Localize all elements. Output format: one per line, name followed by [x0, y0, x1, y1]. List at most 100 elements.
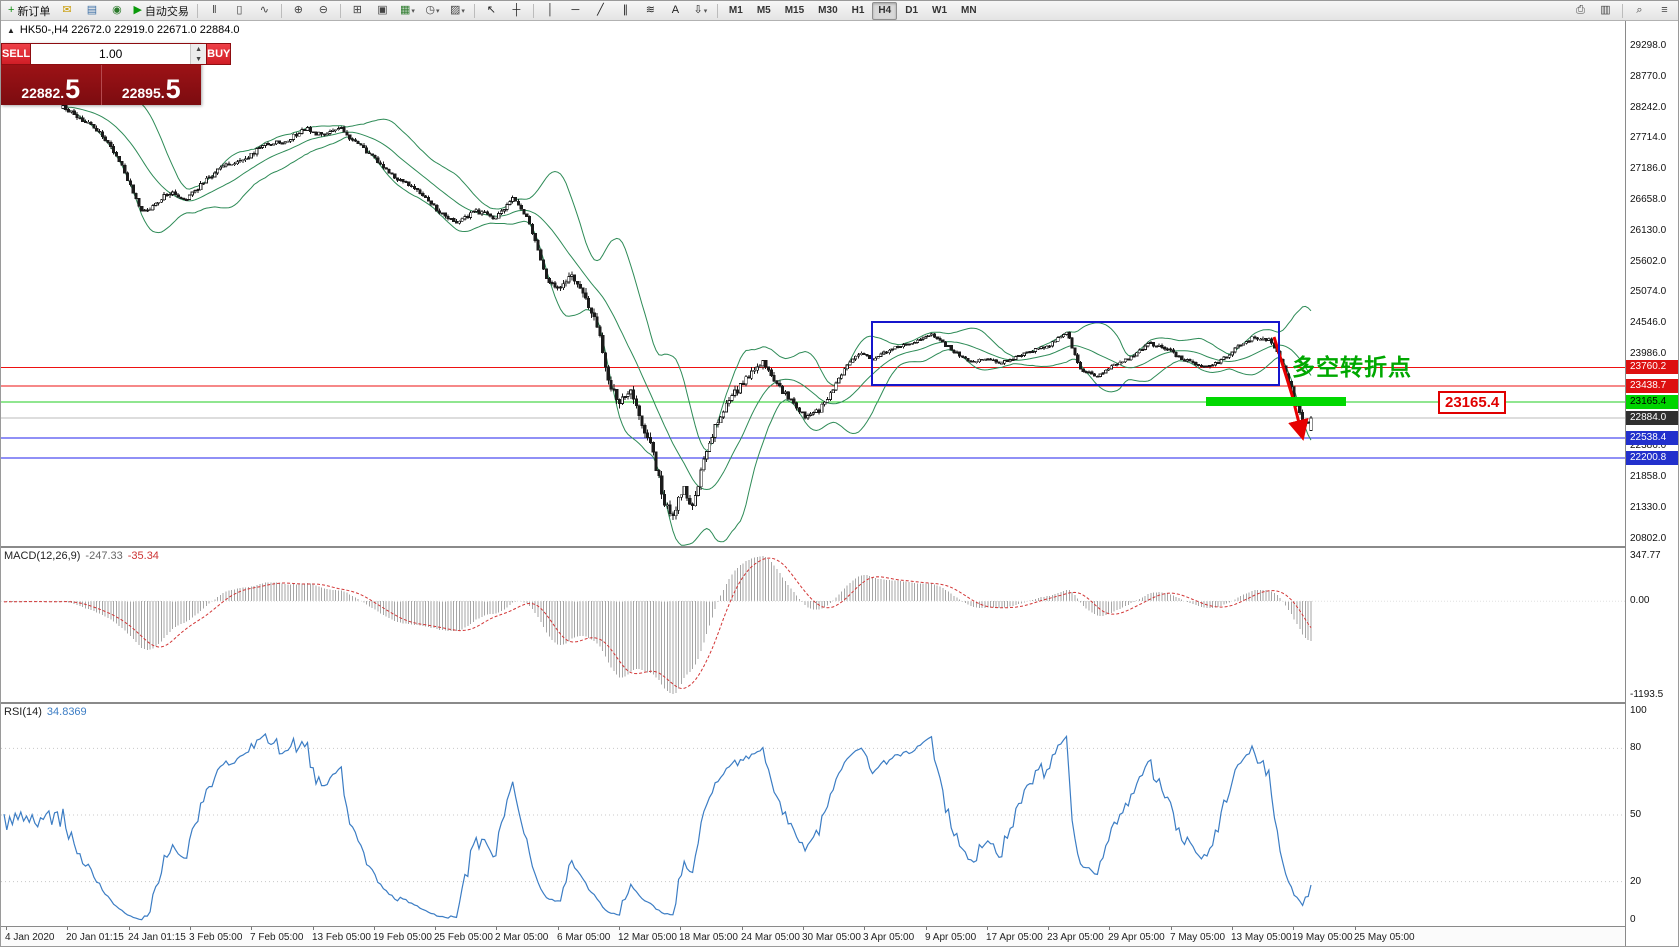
text-label-icon: A	[671, 4, 680, 16]
timeframe-h4-button[interactable]: H4	[872, 1, 898, 20]
timeframe-m5-button[interactable]: M5	[756, 4, 771, 16]
time-label: 3 Apr 05:00	[863, 932, 915, 943]
auto-arrange-button[interactable]: ▣	[371, 1, 394, 20]
zoom-out-button[interactable]: ⊖	[312, 1, 335, 20]
price-tick: 21858.0	[1630, 471, 1667, 482]
menu-button[interactable]: ≡	[1653, 1, 1676, 20]
volume-decrease-button[interactable]: ▼	[191, 54, 207, 64]
time-axis[interactable]: 4 Jan 2020 20 Jan 01:15 24 Jan 01:15 3 Feb …	[1, 927, 1625, 946]
time-label: 13 Feb 05:00	[312, 932, 371, 943]
buy-price[interactable]: 22895. 5	[100, 65, 202, 105]
buy-button[interactable]: BUY	[206, 43, 232, 65]
level-price-label: 22538.4	[1626, 431, 1678, 445]
vertical-line-button[interactable]: │	[539, 1, 562, 20]
timeframe-m15-button[interactable]: M15	[784, 4, 805, 16]
templates-button[interactable]: ▨ ▾	[446, 1, 469, 20]
level-price-label: 23438.7	[1626, 379, 1678, 393]
toolbar-separator	[280, 3, 282, 18]
support-highlight-bar[interactable]	[1206, 397, 1346, 406]
time-tick	[373, 927, 375, 930]
one-click-trading-panel: SELL ▲ ▼ BUY 22882.5 22895.5	[1, 43, 232, 105]
line-chart-button[interactable]: ∿	[253, 1, 276, 20]
time-tick	[1170, 927, 1172, 930]
price-callout-label[interactable]: 23165.4	[1438, 391, 1507, 414]
chart-window[interactable]: ▲ HK50-,H4 22672.0 22919.0 22671.0 22884…	[1, 21, 1625, 548]
print-button[interactable]: ⎙	[1569, 1, 1592, 20]
new-order-label: 新订单	[17, 5, 51, 18]
time-label: 29 Apr 05:00	[1108, 932, 1165, 943]
timeframe-w1-button[interactable]: W1	[932, 4, 948, 16]
new-chart-button[interactable]: ▦ ▾	[396, 1, 419, 20]
new-chart-icon: ▦	[399, 4, 411, 16]
sell-price-main: 22882.	[21, 85, 65, 101]
print-preview-icon: ▥	[1600, 4, 1611, 16]
timeframe-mn-button[interactable]: MN	[961, 4, 977, 16]
tile-windows-button[interactable]: ⊞	[346, 1, 369, 20]
cursor-button[interactable]: ↖	[480, 1, 503, 20]
level-price-label: 22200.8	[1626, 451, 1678, 465]
market-watch-icon: ▤	[86, 4, 98, 16]
periodicity-button[interactable]: ◷ ▾	[421, 1, 444, 20]
macd-panel[interactable]: MACD(12,26,9) -247.33 -35.34	[1, 548, 1625, 704]
time-label: 9 Apr 05:00	[925, 932, 977, 943]
bar-chart-icon: ‖	[212, 4, 217, 16]
rsi-axis-tick: 20	[1630, 876, 1642, 887]
price-tick: 24546.0	[1630, 317, 1667, 328]
volume-input[interactable]	[31, 44, 191, 64]
time-label: 25 Feb 05:00	[434, 932, 493, 943]
rsi-panel[interactable]: RSI(14) 34.8369	[1, 704, 1625, 927]
macd-signal-value: -35.34	[127, 550, 159, 562]
print-preview-button[interactable]: ▥	[1594, 1, 1617, 20]
fibonacci-button[interactable]: ≋	[639, 1, 662, 20]
time-tick	[251, 927, 253, 930]
search-button[interactable]: ⌕	[1628, 1, 1651, 20]
dropdown-arrow-icon: ▾	[411, 7, 415, 15]
toolbar-separator	[532, 3, 534, 18]
navigator-button[interactable]: ◉	[105, 1, 128, 20]
styler-button[interactable]: ✉	[55, 1, 78, 20]
turning-point-label[interactable]: 多空转折点	[1292, 354, 1412, 380]
timeframe-m1-button[interactable]: M1	[728, 4, 743, 16]
sell-button[interactable]: SELL	[1, 43, 32, 65]
templates-icon: ▨	[449, 4, 461, 16]
rsi-label: RSI(14) 34.8369	[4, 706, 92, 718]
time-label: 13 May 05:00	[1231, 932, 1292, 943]
toolbar-separator	[339, 3, 341, 18]
time-label: 24 Jan 01:15	[128, 932, 186, 943]
macd-axis-tick: -1193.5	[1630, 689, 1664, 700]
price-tick: 26130.0	[1630, 225, 1667, 236]
trendline-button[interactable]: ╱	[589, 1, 612, 20]
time-label: 7 May 05:00	[1170, 932, 1226, 943]
text-label-button[interactable]: A	[664, 1, 687, 20]
rsi-axis-tick: 100	[1630, 705, 1647, 716]
toolbar-separator	[1622, 3, 1623, 18]
consolidation-rectangle[interactable]	[871, 321, 1280, 386]
arrows-button[interactable]: ⇩ ▾	[689, 1, 712, 20]
volume-increase-button[interactable]: ▲	[191, 44, 207, 54]
new-order-button[interactable]: + 新订单	[5, 1, 53, 20]
time-tick	[925, 927, 927, 930]
toolbar-separator	[716, 3, 718, 18]
time-label: 19 May 05:00	[1292, 932, 1353, 943]
equidistant-channel-button[interactable]: ∥	[614, 1, 637, 20]
price-axis[interactable]: 29298.0 28770.0 28242.0 27714.0 27186.0 26658…	[1625, 21, 1678, 946]
sell-price[interactable]: 22882. 5	[1, 65, 101, 105]
macd-label: MACD(12,26,9) -247.33 -35.34	[4, 550, 164, 562]
timeframe-h1-button[interactable]: H1	[851, 4, 865, 16]
candlestick-chart-button[interactable]: ▯	[228, 1, 251, 20]
oneclick-toggle-icon[interactable]: ▲	[7, 25, 15, 35]
market-watch-button[interactable]: ▤	[80, 1, 103, 20]
time-label: 6 Mar 05:00	[557, 932, 611, 943]
zoom-in-button[interactable]: ⊕	[287, 1, 310, 20]
horizontal-line-button[interactable]: ─	[564, 1, 587, 20]
price-tick: 27714.0	[1630, 132, 1667, 143]
main-chart-canvas[interactable]	[1, 21, 1625, 546]
autotrading-button[interactable]: ▶ 自动交易	[130, 1, 191, 20]
price-tick: 20802.0	[1630, 533, 1667, 544]
timeframe-m30-button[interactable]: M30	[818, 4, 838, 16]
bar-chart-button[interactable]: ‖	[203, 1, 226, 20]
timeframe-d1-button[interactable]: D1	[905, 4, 919, 16]
time-label: 12 Mar 05:00	[618, 932, 677, 943]
crosshair-button[interactable]: ┼	[505, 1, 528, 20]
